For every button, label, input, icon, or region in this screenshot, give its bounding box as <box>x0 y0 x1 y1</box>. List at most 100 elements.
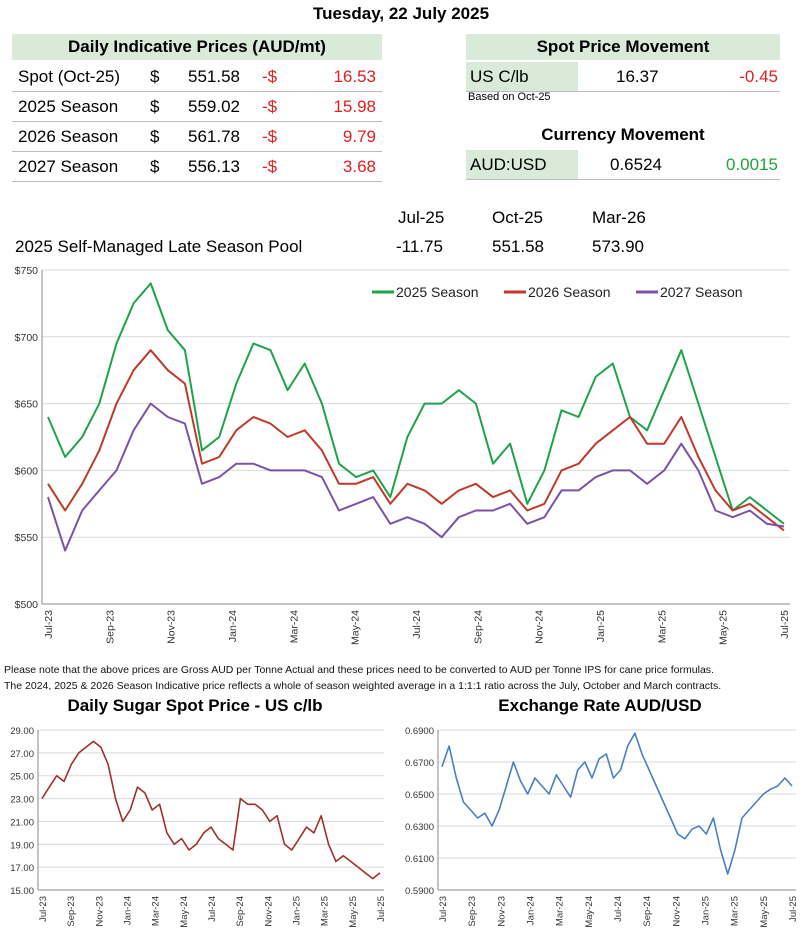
x-tick-label: Jul-23 <box>38 896 49 922</box>
indicative-row: 2026 Season $561.78 -$ 9.79 <box>12 122 382 152</box>
x-tick-label: Nov-24 <box>263 896 274 927</box>
indicative-row: Spot (Oct-25) $551.58 -$ 16.53 <box>12 62 382 92</box>
legend-label: 2027 Season <box>660 284 743 300</box>
y-tick-label: $550 <box>15 532 39 544</box>
x-tick-label: Mar-25 <box>730 896 741 926</box>
row-label: Spot (Oct-25) <box>18 67 121 86</box>
indicative-row: 2025 Season $559.02 -$ 15.98 <box>12 92 382 122</box>
pool-label: 2025 Self-Managed Late Season Pool <box>15 237 303 256</box>
x-tick-label: Jan-24 <box>123 896 134 925</box>
x-tick-label: Jul-23 <box>43 610 55 639</box>
x-tick-label: Jul-24 <box>207 896 218 922</box>
x-tick-label: May-24 <box>179 896 190 928</box>
x-tick-label: Sep-23 <box>467 896 478 927</box>
row-change: 3.68 <box>342 157 376 176</box>
x-tick-label: Nov-23 <box>496 896 507 927</box>
currency-movement-row: AUD:USD 0.6524 0.0015 <box>466 150 780 180</box>
x-tick-label: Jul-25 <box>779 610 791 639</box>
y-tick-label: $500 <box>15 599 39 611</box>
sugar-chart-title: Daily Sugar Spot Price - US c/lb <box>67 696 323 715</box>
currency-value: 0.6524 <box>610 155 662 174</box>
x-tick-label: May-25 <box>718 610 730 645</box>
y-tick-label: 0.6500 <box>405 790 434 801</box>
x-tick-label: Jul-24 <box>613 896 624 922</box>
series-line <box>47 349 785 532</box>
y-tick-label: $700 <box>15 332 39 344</box>
y-tick-label: 29.00 <box>10 726 34 737</box>
x-tick-label: Sep-23 <box>66 896 77 927</box>
x-tick-label: Mar-25 <box>320 896 331 926</box>
series-line <box>441 732 793 875</box>
x-tick-label: Mar-24 <box>555 896 566 926</box>
series-line <box>47 402 785 552</box>
y-tick-label: 23.00 <box>10 795 34 806</box>
currency-change: 0.0015 <box>726 155 778 174</box>
note-1: Please note that the above prices are Gr… <box>4 664 714 676</box>
spot-movement-row: US C/lb 16.37 -0.45 <box>466 62 780 92</box>
spot-change: -0.45 <box>739 67 778 86</box>
series-line <box>47 282 785 525</box>
x-tick-label: Sep-24 <box>642 896 653 927</box>
x-tick-label: Mar-25 <box>656 610 668 643</box>
page-title: Tuesday, 22 July 2025 <box>312 4 490 23</box>
row-label: 2025 Season <box>18 97 119 116</box>
y-tick-label: 0.6300 <box>405 822 434 833</box>
pool-header-jul: Jul-25 <box>398 208 445 227</box>
x-tick-label: Sep-24 <box>235 896 246 927</box>
indicative-prices-table: Spot (Oct-25) $551.58 -$ 16.53 2025 Season $5… <box>12 62 382 182</box>
pool-header-oct: Oct-25 <box>492 208 544 227</box>
pool-value-jul: -11.75 <box>396 237 443 256</box>
row-change: 9.79 <box>342 127 376 146</box>
sugar-spot-chart: 15.00 17.00 19.00 21.00 23.00 25.00 27.00 29.00… <box>10 726 387 928</box>
x-tick-label: Mar-24 <box>288 610 300 643</box>
pool-value-oct: 551.58 <box>492 237 544 256</box>
spot-movement-header: Spot Price Movement <box>466 34 780 60</box>
y-tick-label: $750 <box>15 265 39 277</box>
spot-note: Based on Oct-25 <box>468 91 551 103</box>
note-2: The 2024, 2025 & 2026 Season Indicative … <box>4 680 722 692</box>
y-tick-label: 21.00 <box>10 817 34 828</box>
x-tick-label: May-25 <box>348 896 359 928</box>
x-tick-label: Nov-23 <box>166 610 178 644</box>
row-sign: -$ <box>262 157 278 176</box>
indicative-prices-header: Daily Indicative Prices (AUD/mt) <box>12 34 382 60</box>
y-tick-label: 0.5900 <box>405 886 434 897</box>
x-tick-label: May-25 <box>759 896 770 928</box>
fx-chart-title: Exchange Rate AUD/USD <box>498 696 702 715</box>
legend-label: 2026 Season <box>528 284 611 300</box>
pool-header-mar: Mar-26 <box>592 208 646 227</box>
row-currency: $ <box>150 67 160 86</box>
x-tick-label: Mar-24 <box>151 896 162 926</box>
y-tick-label: 17.00 <box>10 863 34 874</box>
exchange-rate-chart: 0.5900 0.6100 0.6300 0.6500 0.6700 0.6900 Jul-… <box>405 726 799 928</box>
row-sign: -$ <box>262 67 278 86</box>
row-change: 16.53 <box>333 67 376 86</box>
series-line <box>41 740 381 880</box>
x-tick-label: Jul-24 <box>411 610 423 639</box>
row-change: 15.98 <box>333 97 376 116</box>
x-tick-label: Jul-25 <box>376 896 387 922</box>
indicative-row: 2027 Season $556.13 -$ 3.68 <box>12 152 382 182</box>
y-tick-label: 19.00 <box>10 840 34 851</box>
x-tick-label: May-24 <box>584 896 595 928</box>
row-price: 551.58 <box>188 67 240 86</box>
x-tick-label: Jan-25 <box>595 610 607 642</box>
pool-value-mar: 573.90 <box>592 237 644 256</box>
y-tick-label: 25.00 <box>10 772 34 783</box>
x-tick-label: Sep-23 <box>104 610 116 644</box>
x-tick-label: Jan-24 <box>526 896 537 925</box>
row-price: 559.02 <box>188 97 240 116</box>
row-price: 556.13 <box>188 157 240 176</box>
row-sign: -$ <box>262 97 278 116</box>
x-tick-label: Jan-25 <box>701 896 712 925</box>
row-sign: -$ <box>262 127 278 146</box>
row-label: 2027 Season <box>18 157 119 176</box>
season-price-chart: $500 $550 $600 $650 $700 $750 Jul-23 Sep-23 Nov-… <box>15 265 791 645</box>
y-tick-label: 27.00 <box>10 749 34 760</box>
currency-movement-header: Currency Movement <box>466 122 780 148</box>
x-tick-label: Jul-25 <box>788 896 799 922</box>
y-tick-label: 0.6100 <box>405 854 434 865</box>
spot-label: US C/lb <box>466 62 578 91</box>
row-label: 2026 Season <box>18 127 119 146</box>
row-currency: $ <box>150 157 160 176</box>
